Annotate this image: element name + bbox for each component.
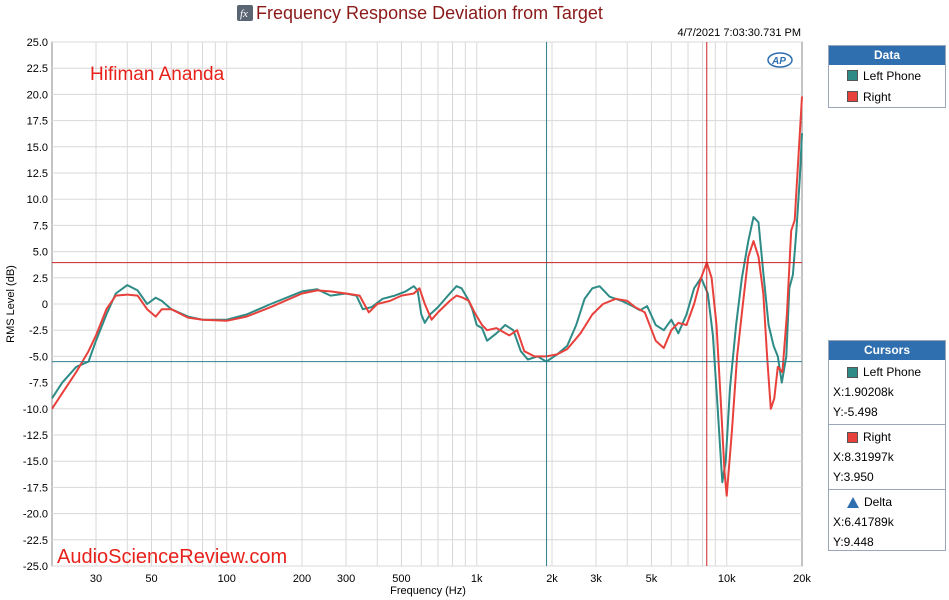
cursor-right-x: X:8.31997k (833, 450, 894, 464)
y-tick-label: 0 (42, 299, 48, 311)
cursor-right-block[interactable]: Right X:8.31997k Y:3.950 (829, 424, 945, 489)
y-tick-label: -22.5 (23, 535, 48, 547)
y-tick-label: -10.0 (23, 404, 48, 416)
y-axis-ticks: 25.0 22.5 20.0 17.5 15.0 12.5 10.0 7.5 5.0 2.5 0 -2… (23, 37, 48, 573)
y-tick-label: -5.0 (29, 351, 48, 363)
legend-header: Data (829, 46, 945, 65)
cursor-right-y: Y:3.950 (833, 470, 874, 484)
grid (52, 41, 802, 567)
x-tick-label: 200 (293, 573, 311, 585)
y-tick-label: -17.5 (23, 482, 48, 494)
x-tick-label: 100 (218, 573, 236, 585)
svg-text:fx: fx (240, 8, 248, 20)
cursor-left-y: Y:-5.498 (833, 405, 878, 419)
cursor-delta-label: Delta (864, 495, 893, 509)
x-tick-label: 1k (471, 573, 483, 585)
ap-logo: AP (767, 52, 793, 68)
x-tick-label: 3k (590, 573, 602, 585)
x-tick-label: 10k (718, 573, 736, 585)
watermark: AudioScienceReview.com (57, 546, 287, 568)
x-tick-label: 50 (145, 573, 157, 585)
legend-label-right: Right (863, 89, 892, 104)
legend-item-right[interactable]: Right (829, 86, 945, 107)
svg-text:AP: AP (771, 56, 786, 67)
y-tick-label: -2.5 (29, 325, 48, 337)
x-tick-label: 30 (90, 573, 102, 585)
y-axis-title: RMS Level (dB) (5, 265, 17, 343)
cursor-delta-y: Y:9.448 (833, 535, 874, 549)
cursors-panel: Cursors Left Phone X:1.90208k Y:-5.498 R… (828, 340, 946, 551)
cursor-lines (52, 42, 802, 566)
y-tick-label: -25.0 (23, 561, 48, 573)
cursor-right-label: Right (863, 430, 892, 444)
x-tick-label: 2k (546, 573, 558, 585)
y-tick-label: 12.5 (27, 168, 48, 180)
cursor-delta-block[interactable]: Delta X:6.41789k Y:9.448 (829, 489, 945, 554)
x-tick-label: 500 (392, 573, 410, 585)
left-swatch (847, 70, 858, 81)
y-tick-label: 5.0 (33, 247, 48, 259)
fx-icon: fx (237, 5, 253, 21)
x-tick-label: 20k (793, 573, 811, 585)
legend-label-left: Left Phone (863, 68, 922, 83)
x-axis-title: Frequency (Hz) (390, 585, 466, 597)
cursor-delta-x: X:6.41789k (833, 515, 894, 529)
cursor-left-label: Left Phone (863, 365, 922, 379)
y-tick-label: 17.5 (27, 116, 48, 128)
y-tick-label: -15.0 (23, 456, 48, 468)
series-group (51, 96, 803, 497)
chart-title: Frequency Response Deviation from Target (256, 3, 603, 23)
x-tick-label: 300 (337, 573, 355, 585)
cursor-left-x: X:1.90208k (833, 385, 894, 399)
y-tick-label: 25.0 (27, 37, 48, 49)
cursor-left-block[interactable]: Left Phone X:1.90208k Y:-5.498 (829, 360, 945, 424)
y-tick-label: 2.5 (33, 273, 48, 285)
cursor-right-swatch (847, 431, 858, 443)
timestamp: 4/7/2021 7:03:30.731 PM (677, 27, 801, 39)
series-line-right (51, 96, 803, 497)
cursors-header: Cursors (829, 341, 945, 360)
y-tick-label: -12.5 (23, 430, 48, 442)
y-tick-label: -20.0 (23, 509, 48, 521)
right-swatch (847, 91, 858, 102)
y-tick-label: 7.5 (33, 220, 48, 232)
product-annotation: Hifiman Ananda (90, 64, 225, 85)
y-tick-label: 20.0 (27, 89, 48, 101)
y-tick-label: 22.5 (27, 63, 48, 75)
y-tick-label: -7.5 (29, 378, 48, 390)
y-tick-label: 10.0 (27, 194, 48, 206)
delta-icon (847, 496, 859, 508)
y-tick-label: 15.0 (27, 142, 48, 154)
x-tick-label: 5k (646, 573, 658, 585)
x-axis-ticks: 30 50 100 200 300 500 1k 2k 3k 5k 10k 20k (90, 573, 811, 585)
legend-panel: Data Left Phone Right (828, 45, 946, 108)
cursor-left-swatch (847, 366, 858, 378)
legend-item-left[interactable]: Left Phone (829, 65, 945, 86)
